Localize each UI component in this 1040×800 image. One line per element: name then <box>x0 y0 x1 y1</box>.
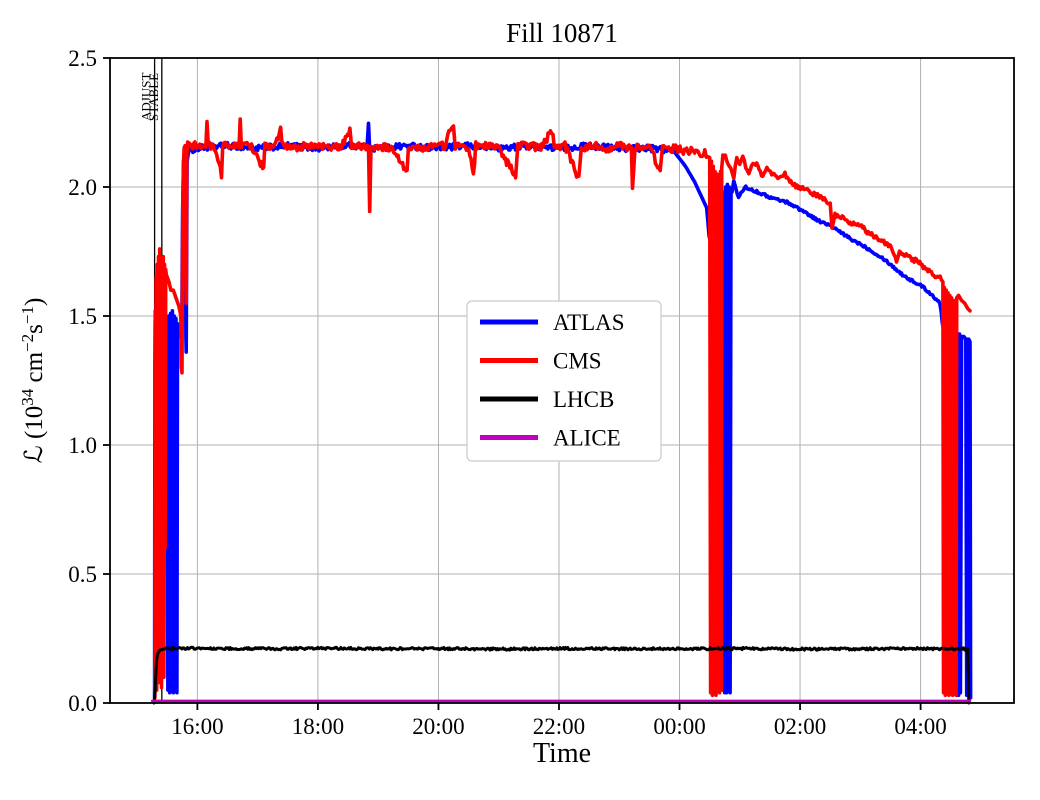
y-axis-label: ℒ (1034 cm−2s−1) <box>18 298 48 464</box>
legend-label-alice: ALICE <box>553 426 621 451</box>
x-tick-label: 20:00 <box>412 714 464 739</box>
y-tick-label: 1.5 <box>68 304 97 329</box>
series-lhcb-line <box>152 645 971 705</box>
x-tick-label: 00:00 <box>653 714 705 739</box>
event-label-stable: STABLE <box>146 73 161 121</box>
plot-frame <box>109 57 1015 704</box>
legend-label-lhcb: LHCB <box>553 387 614 412</box>
y-tick-label: 1.0 <box>68 433 97 458</box>
x-axis-label: Time <box>533 738 591 769</box>
y-tick-label: 0.5 <box>68 562 97 587</box>
y-tick-label: 2.5 <box>68 46 97 71</box>
y-axis-label-text: ℒ (1034 cm−2s−1) <box>18 298 48 464</box>
y-tick-label: 0.0 <box>68 691 97 716</box>
legend-label-cms: CMS <box>553 349 602 374</box>
series-cms-line <box>153 117 972 700</box>
x-tick-label: 18:00 <box>292 714 344 739</box>
data-series <box>150 117 973 705</box>
legend: ATLAS CMS LHCB ALICE <box>466 300 662 462</box>
x-tick-label: 16:00 <box>171 714 223 739</box>
y-tick-label: 2.0 <box>68 175 97 200</box>
axes-frame <box>109 57 1015 704</box>
axis-ticks-and-labels: 16:00 18:00 20:00 22:00 00:00 02:00 04:00 0.0 0.… <box>68 46 947 739</box>
event-label-adjust: ADJUST <box>139 73 154 121</box>
x-tick-label: 02:00 <box>774 714 826 739</box>
x-tick-label: 04:00 <box>894 714 946 739</box>
chart-title: Fill 10871 <box>506 18 618 48</box>
x-tick-label: 22:00 <box>533 714 585 739</box>
legend-box <box>466 300 662 462</box>
legend-label-atlas: ATLAS <box>553 310 625 335</box>
